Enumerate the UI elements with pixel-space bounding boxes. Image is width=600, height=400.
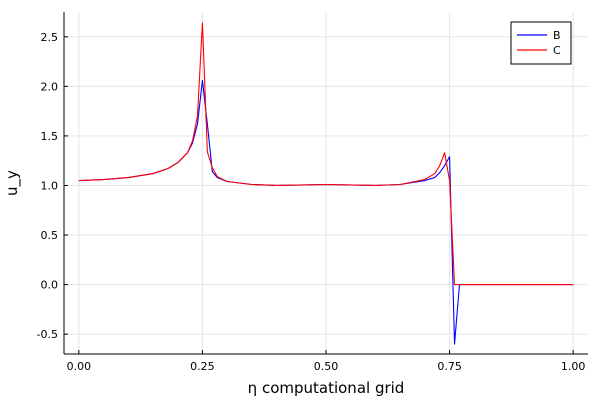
x-tick-label: 0.00 bbox=[67, 360, 92, 373]
legend: BC bbox=[510, 21, 572, 65]
grid bbox=[64, 12, 588, 354]
x-axis-label: η computational grid bbox=[248, 379, 405, 397]
legend-label-b: B bbox=[553, 29, 561, 42]
y-tick-label: -0.5 bbox=[37, 328, 58, 341]
x-tick-label: 0.75 bbox=[437, 360, 462, 373]
y-tick-label: 0.0 bbox=[41, 279, 59, 292]
y-tick-label: 0.5 bbox=[41, 229, 59, 242]
x-tick-label: 0.25 bbox=[190, 360, 215, 373]
legend-label-c: C bbox=[553, 44, 561, 57]
legend-box bbox=[510, 21, 572, 65]
x-tick-label: 1.00 bbox=[561, 360, 586, 373]
y-tick-label: 2.0 bbox=[41, 80, 59, 93]
tick-labels: 0.00 0.25 0.50 0.75 1.00 -0.5 0.0 0.5 1.0 1.5 2.0 2… bbox=[37, 31, 586, 373]
series-line-c bbox=[78, 22, 574, 286]
y-tick-label: 1.0 bbox=[41, 179, 59, 192]
y-axis-label: u_y bbox=[3, 170, 22, 196]
y-tick-label: 1.5 bbox=[41, 130, 59, 143]
y-tick-label: 2.5 bbox=[41, 31, 59, 44]
x-tick-label: 0.50 bbox=[314, 360, 339, 373]
plot-series bbox=[78, 22, 574, 345]
